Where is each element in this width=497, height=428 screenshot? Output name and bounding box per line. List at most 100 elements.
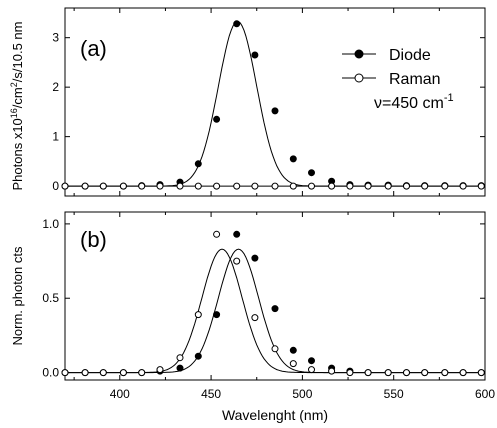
x-tick-label: 550	[384, 387, 404, 401]
panel-b-y-axis: 0.0 0.5 1.0	[42, 217, 485, 380]
data-point-raman	[308, 182, 315, 190]
legend-note-text: ν=450 cm	[374, 95, 444, 112]
legend-entry-raman: Raman	[342, 71, 441, 88]
y-tick-label: 2	[52, 80, 59, 94]
panel-a-frame	[64, 7, 486, 197]
data-point-raman	[119, 182, 127, 190]
data-point-raman	[459, 369, 467, 377]
panel-a-ylabel-sup: 2	[9, 82, 19, 87]
data-point-raman	[99, 182, 107, 190]
data-point-diode	[194, 160, 202, 168]
data-point-diode	[289, 346, 297, 354]
data-point-raman	[176, 354, 184, 362]
x-tick-label: 500	[292, 387, 312, 401]
data-point-diode	[251, 254, 259, 262]
panel-b: 0.0 0.5 1.0 400 450 500 550 600 (b) Norm. phot…	[10, 211, 495, 423]
data-point-raman	[384, 182, 392, 190]
data-point-raman	[364, 369, 372, 377]
data-point-raman	[61, 182, 69, 190]
legend-note: ν=450 cm-1	[374, 92, 454, 112]
data-point-raman	[384, 369, 392, 377]
y-tick-label: 0.5	[42, 291, 59, 305]
panel-b-points	[61, 230, 485, 377]
data-point-diode	[271, 107, 279, 115]
data-point-raman	[138, 182, 146, 190]
y-tick-label: 0.0	[42, 366, 59, 380]
data-point-raman	[477, 182, 485, 190]
data-point-raman	[403, 369, 410, 377]
data-point-diode	[213, 311, 221, 319]
data-point-raman	[477, 369, 485, 377]
y-tick-label: 1.0	[42, 217, 59, 231]
data-point-diode	[233, 20, 241, 28]
panel-a-points	[61, 20, 485, 190]
legend-note-sup: -1	[444, 92, 454, 104]
data-point-raman	[138, 369, 146, 377]
data-point-raman	[251, 314, 259, 322]
data-point-raman	[271, 182, 279, 190]
data-point-raman	[271, 345, 279, 353]
y-tick-label: 1	[52, 130, 59, 144]
data-point-diode	[271, 305, 279, 313]
data-point-diode	[194, 352, 202, 360]
panel-a-y-axis-label: Photons x1016/cm2/s/10.5 nm	[9, 22, 25, 191]
data-point-raman	[81, 369, 89, 377]
x-tick-label: 600	[475, 387, 495, 401]
data-point-raman	[233, 257, 241, 265]
legend: Diode Raman ν=450 cm-1	[342, 47, 454, 112]
data-point-raman	[328, 367, 336, 375]
data-point-raman	[441, 369, 449, 377]
data-point-raman	[364, 182, 372, 190]
panel-a-ylabel-part: Photons x10	[10, 118, 25, 190]
data-point-raman	[328, 182, 336, 190]
data-point-diode	[176, 364, 184, 372]
data-point-diode	[213, 115, 221, 123]
x-tick-label: 400	[110, 387, 130, 401]
data-point-diode	[233, 230, 241, 238]
data-point-raman	[156, 366, 164, 374]
data-point-raman	[421, 369, 429, 377]
panel-a-ylabel-sup: 16	[9, 108, 19, 118]
panel-a: 0 1 2 3 (a) Diode Raman ν=450 cm-1 Photons …	[9, 7, 486, 197]
panel-a-ylabel-part: /cm	[10, 87, 25, 108]
data-point-raman	[308, 366, 315, 374]
panel-a-x-ticks	[73, 8, 486, 196]
legend-diode-marker	[354, 49, 364, 59]
data-point-raman	[233, 182, 241, 190]
x-axis-label: Wavelenght (nm)	[222, 407, 328, 423]
legend-diode-label: Diode	[389, 47, 431, 64]
data-point-raman	[289, 360, 297, 368]
data-point-raman	[99, 369, 107, 377]
panel-a-ylabel-part: /s/10.5 nm	[10, 22, 25, 83]
data-point-raman	[176, 182, 184, 190]
data-point-raman	[459, 182, 467, 190]
data-point-raman	[213, 230, 221, 238]
data-point-raman	[194, 311, 202, 319]
data-point-raman	[421, 182, 429, 190]
series-line-raman	[65, 248, 485, 374]
panel-a-label: (a)	[80, 36, 107, 61]
legend-raman-label: Raman	[389, 71, 441, 88]
legend-entry-diode: Diode	[342, 47, 431, 64]
data-point-diode	[289, 155, 297, 163]
data-point-diode	[251, 51, 259, 59]
data-point-raman	[156, 182, 164, 190]
panel-b-x-axis: 400 450 500 550 600	[73, 212, 495, 401]
data-point-diode	[308, 169, 315, 177]
panel-b-label: (b)	[80, 227, 107, 252]
data-point-raman	[251, 182, 259, 190]
legend-raman-marker	[354, 73, 364, 83]
x-tick-label: 450	[201, 387, 221, 401]
data-point-raman	[346, 182, 354, 190]
panel-b-frame	[64, 211, 486, 381]
data-point-raman	[213, 182, 221, 190]
data-point-raman	[81, 182, 89, 190]
data-point-raman	[403, 182, 410, 190]
data-point-raman	[289, 182, 297, 190]
panel-b-y-axis-label: Norm. photon cts	[10, 246, 25, 345]
data-point-raman	[441, 182, 449, 190]
data-point-raman	[346, 369, 354, 377]
data-point-diode	[308, 357, 315, 365]
data-point-raman	[119, 369, 127, 377]
